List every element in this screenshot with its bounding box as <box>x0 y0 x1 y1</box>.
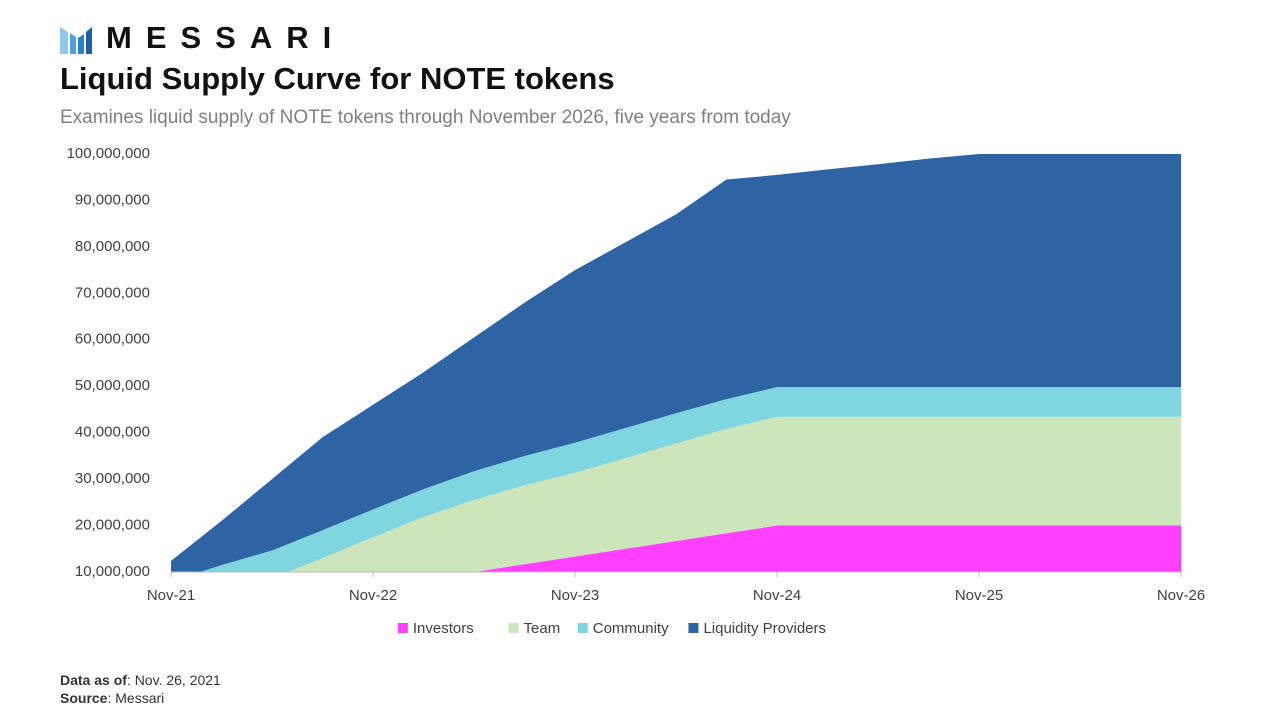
footer-date-value: : Nov. 26, 2021 <box>127 672 221 688</box>
y-tick-label: 60,000,000 <box>75 331 150 348</box>
footer-date-label: Data as of <box>60 672 127 688</box>
x-tick-label: Nov-22 <box>349 587 397 604</box>
y-tick-label: 30,000,000 <box>75 470 150 487</box>
legend-swatch <box>508 623 519 633</box>
legend-label: Liquidity Providers <box>703 620 826 637</box>
y-tick-label: 90,000,000 <box>75 191 150 208</box>
x-tick-label: Nov-23 <box>551 587 599 604</box>
y-tick-label: 80,000,000 <box>75 238 150 255</box>
y-tick-label: 10,000,000 <box>75 563 150 580</box>
area <box>287 416 1181 572</box>
chart-subtitle: Examines liquid supply of NOTE tokens th… <box>60 107 791 128</box>
logo <box>60 27 92 54</box>
brand: MESSARI <box>106 20 345 55</box>
x-tick-label: Nov-26 <box>1157 587 1205 604</box>
legend-label: Investors <box>413 620 474 637</box>
legend-swatch <box>577 623 588 633</box>
y-tick-label: 100,000,000 <box>67 145 150 162</box>
legend-label: Community <box>593 620 669 637</box>
plot-area <box>171 154 1181 572</box>
footer-source: Source: Messari <box>60 690 164 706</box>
area <box>200 387 1181 572</box>
y-tick-label: 40,000,000 <box>75 424 150 441</box>
y-tick-label: 20,000,000 <box>75 517 150 534</box>
y-tick-label: 70,000,000 <box>75 284 150 301</box>
legend: Investors Team Community Liquidity Provider… <box>397 620 826 637</box>
area <box>171 154 1181 572</box>
legend-swatch <box>688 623 699 633</box>
legend-label: Team <box>524 620 561 637</box>
chart-title: Liquid Supply Curve for NOTE tokens <box>60 61 615 96</box>
area <box>474 525 1181 572</box>
footer-source-label: Source <box>60 690 108 706</box>
footer-source-value: : Messari <box>107 690 164 706</box>
x-tick-label: Nov-24 <box>753 587 801 604</box>
x-tick-label: Nov-25 <box>955 587 1003 604</box>
legend-swatch <box>397 623 408 633</box>
y-tick-label: 50,000,000 <box>75 377 150 394</box>
footer-date: Data as of: Nov. 26, 2021 <box>60 672 221 688</box>
x-tick-label: Nov-21 <box>147 587 195 604</box>
